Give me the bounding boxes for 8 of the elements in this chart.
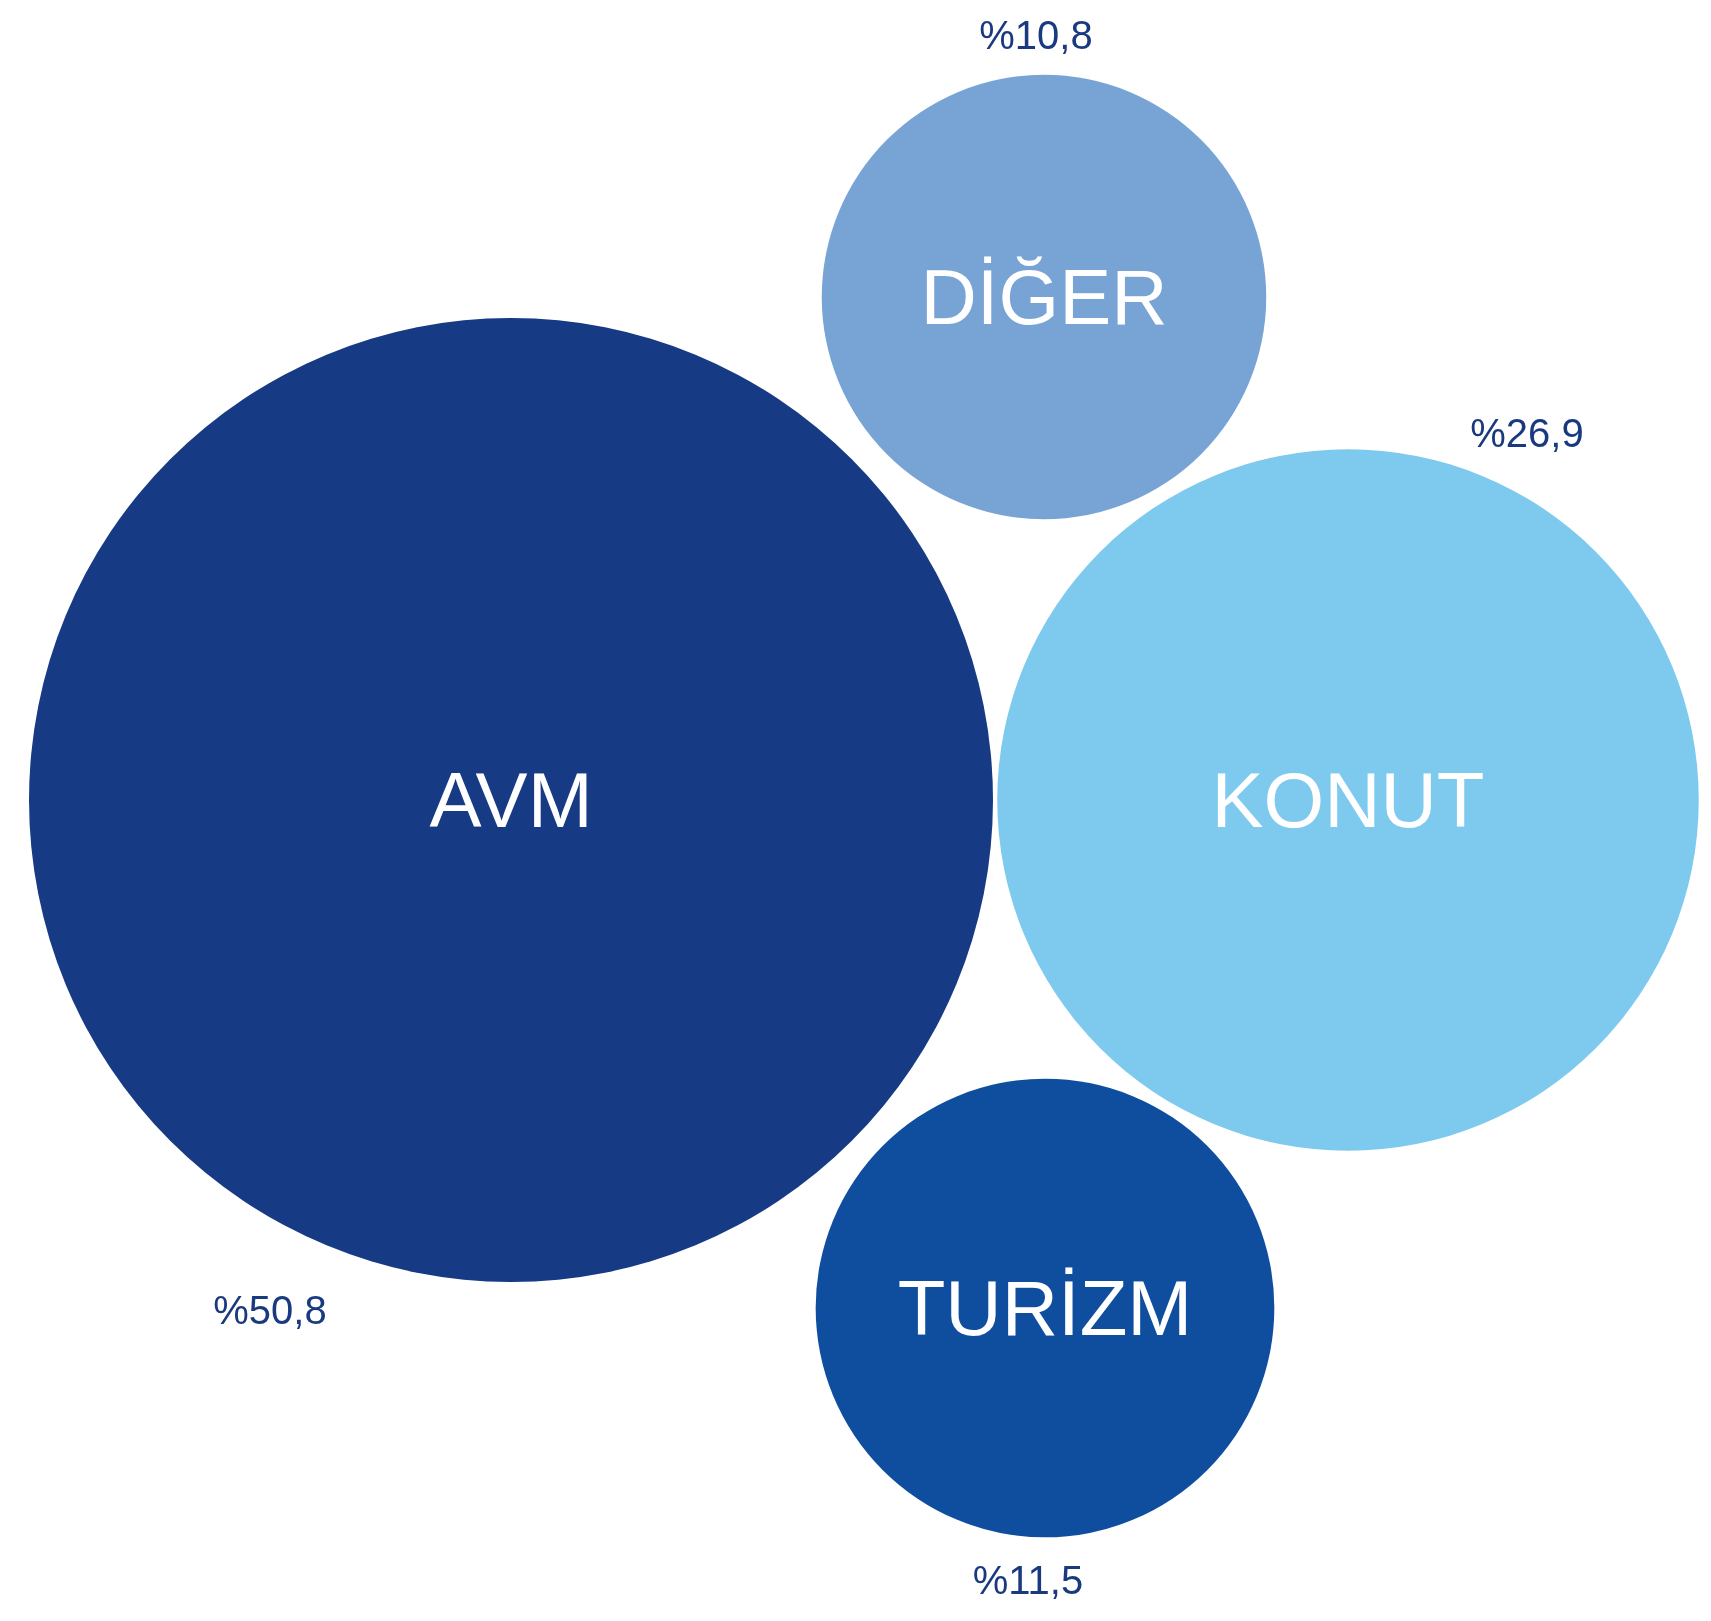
category-label: KONUT (1211, 756, 1485, 844)
data-label: %11,5 (972, 1558, 1084, 1602)
category-label: AVM (429, 756, 593, 844)
data-label: %50,8 (213, 1288, 327, 1332)
category-label: DİĞER (920, 253, 1168, 341)
category-label: TURİZM (897, 1264, 1193, 1352)
data-label: %10,8 (979, 13, 1093, 57)
data-label: %26,9 (1470, 411, 1584, 455)
